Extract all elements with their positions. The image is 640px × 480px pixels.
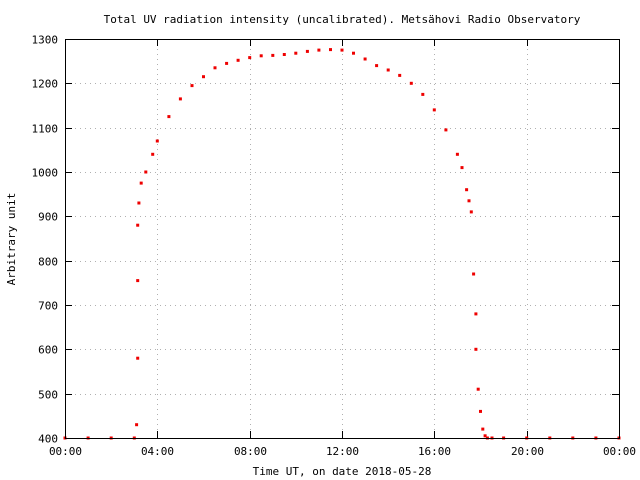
data-point	[136, 279, 140, 283]
data-point	[213, 66, 217, 70]
y-tick-label: 1100	[32, 123, 59, 136]
data-point	[136, 223, 140, 227]
data-point	[294, 51, 298, 55]
data-point	[386, 68, 390, 72]
x-tick-label: 20:00	[511, 445, 544, 458]
data-point	[479, 409, 482, 413]
data-point	[282, 53, 286, 56]
data-point	[398, 73, 402, 77]
x-tick-label: 16:00	[418, 445, 451, 458]
x-tick-label: 12:00	[326, 445, 359, 458]
y-tick-label: 1200	[32, 78, 59, 91]
data-point	[432, 108, 436, 112]
x-tick-labels: 00:00 04:00 08:00 12:00 16:00 20:00 00:00	[49, 445, 636, 458]
chart-title: Total UV radiation intensity (uncalibrat…	[104, 13, 581, 26]
y-tick-label: 700	[38, 300, 58, 313]
data-point	[409, 81, 413, 85]
data-point	[465, 188, 469, 192]
data-point	[137, 201, 141, 205]
data-point	[421, 92, 425, 96]
x-tick-label: 00:00	[603, 445, 636, 458]
y-tick-label: 1300	[32, 34, 59, 47]
data-point	[202, 75, 205, 79]
data-points	[63, 48, 621, 440]
data-point	[467, 199, 471, 203]
x-tick-label: 04:00	[141, 445, 174, 458]
y-tick-label: 500	[38, 389, 58, 402]
data-point	[271, 53, 275, 57]
data-point	[329, 48, 332, 52]
data-point	[474, 312, 478, 316]
data-point	[363, 57, 367, 61]
data-point	[444, 128, 448, 132]
data-point	[472, 272, 476, 276]
data-point	[317, 48, 321, 52]
data-point	[248, 56, 252, 60]
grid-lines	[65, 39, 619, 438]
data-point	[460, 166, 464, 170]
y-tick-label: 800	[38, 256, 58, 269]
data-point	[135, 423, 139, 427]
data-point	[483, 434, 487, 438]
data-point	[236, 58, 240, 62]
x-tick-label: 08:00	[234, 445, 267, 458]
data-point	[481, 427, 485, 431]
x-axis-label: Time UT, on date 2018-05-28	[253, 465, 432, 478]
data-point	[476, 387, 480, 391]
data-point	[144, 170, 148, 174]
data-point	[139, 181, 143, 185]
data-point	[305, 49, 309, 53]
plot-frame	[65, 39, 620, 439]
data-point	[455, 152, 459, 156]
data-point	[190, 84, 194, 88]
y-tick-label: 1000	[32, 167, 59, 180]
data-point	[474, 347, 478, 351]
data-point	[151, 152, 155, 156]
y-tick-label: 600	[38, 344, 58, 357]
x-tick-label: 00:00	[49, 445, 82, 458]
data-point	[136, 356, 140, 360]
axis-ticks	[65, 39, 620, 439]
y-tick-labels: 400 500 600 700 800 900 1000 1100 1200 1300	[32, 34, 59, 446]
y-tick-label: 400	[38, 433, 58, 446]
data-point	[375, 64, 379, 68]
data-point	[340, 48, 344, 52]
data-point	[167, 115, 171, 119]
data-point	[259, 54, 263, 58]
data-point	[178, 97, 182, 101]
y-tick-label: 900	[38, 211, 58, 224]
data-point	[155, 139, 159, 143]
y-axis-label: Arbitrary unit	[5, 193, 18, 286]
data-point	[352, 51, 355, 55]
data-point	[469, 210, 473, 214]
data-point	[225, 61, 229, 65]
